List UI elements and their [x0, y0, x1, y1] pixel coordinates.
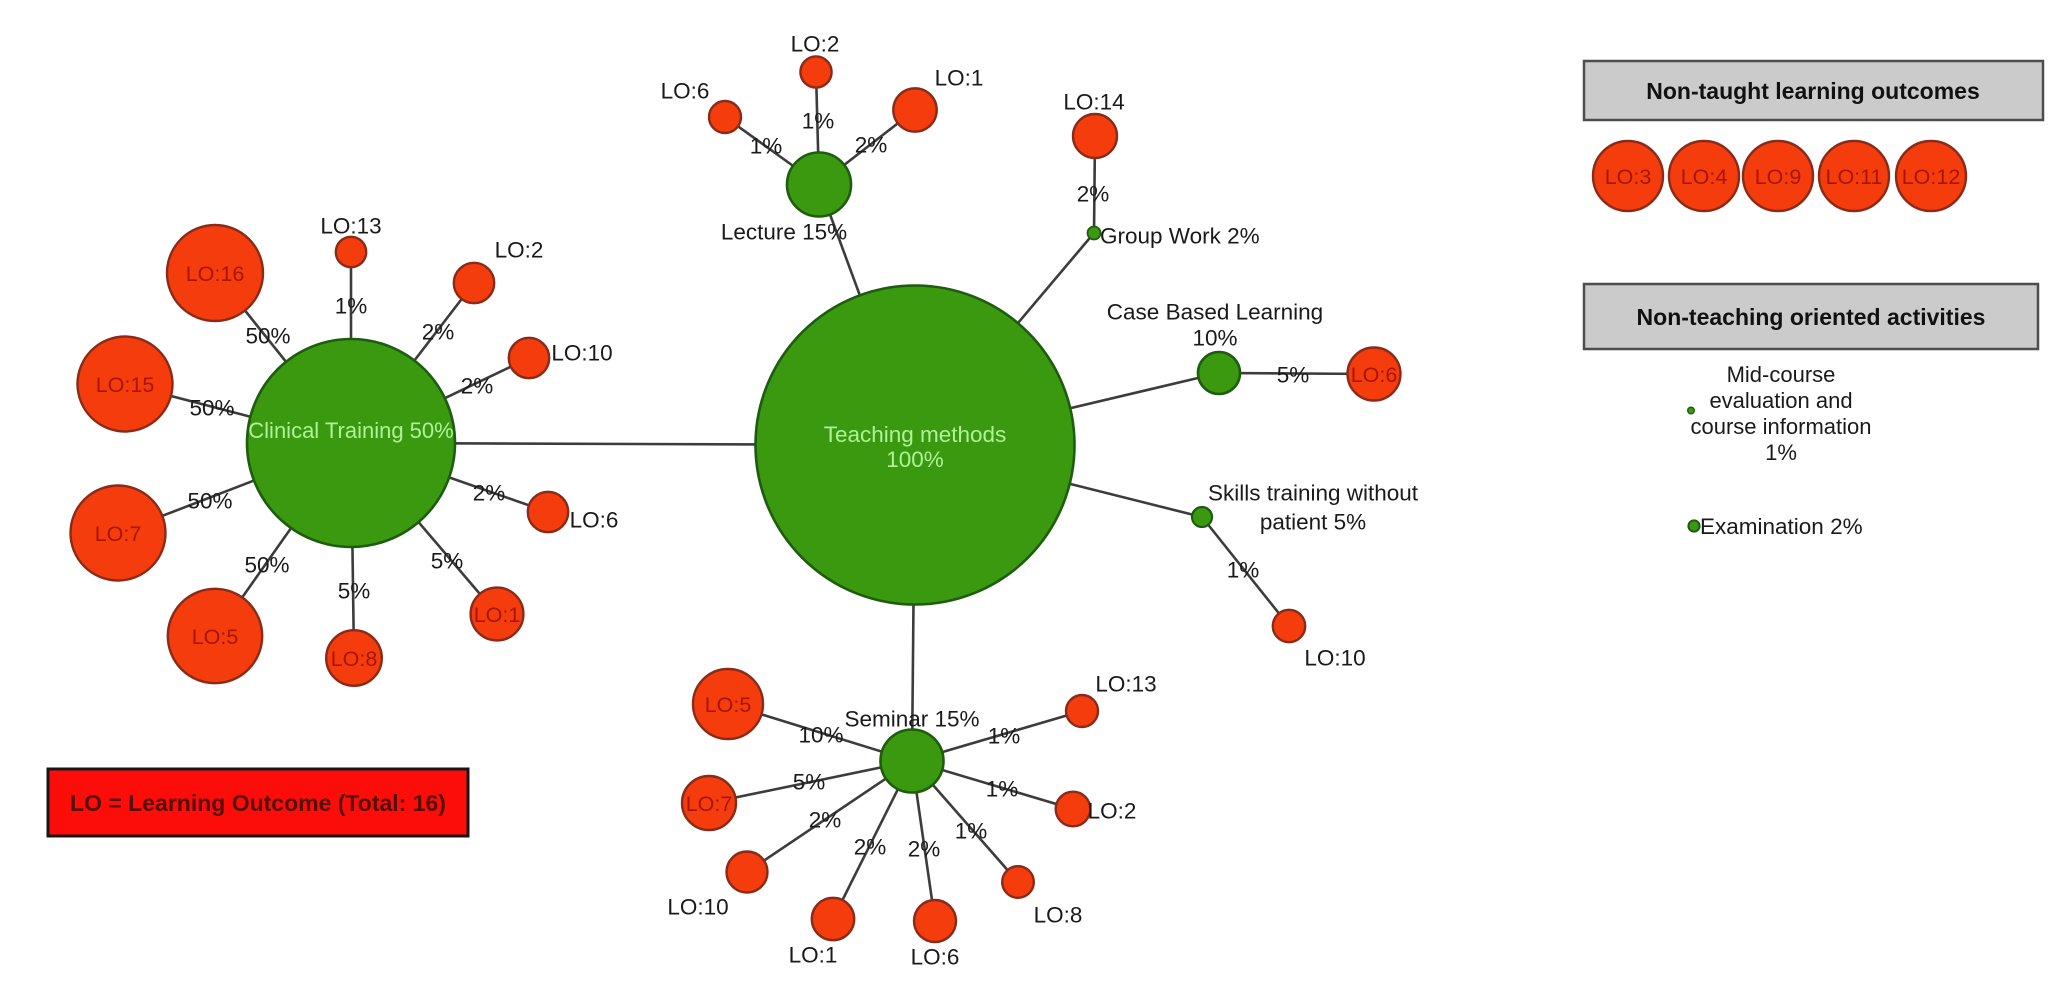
svg-text:2%: 2%	[855, 133, 888, 158]
svg-text:LO:3: LO:3	[1605, 165, 1652, 189]
svg-text:Clinical Training 50%: Clinical Training 50%	[248, 418, 453, 443]
svg-text:LO:6: LO:6	[661, 79, 710, 104]
svg-text:LO:6: LO:6	[911, 945, 960, 970]
svg-text:LO:8: LO:8	[1034, 903, 1083, 928]
svg-text:LO:4: LO:4	[1681, 165, 1728, 189]
svg-text:100%: 100%	[886, 447, 944, 472]
svg-text:5%: 5%	[1277, 363, 1310, 388]
svg-text:2%: 2%	[473, 481, 506, 506]
svg-text:LO:1: LO:1	[789, 943, 838, 968]
svg-text:1%: 1%	[335, 294, 368, 319]
svg-text:10%: 10%	[798, 723, 843, 748]
svg-text:LO:10: LO:10	[1304, 646, 1365, 671]
svg-text:LO:10: LO:10	[551, 341, 612, 366]
svg-text:1%: 1%	[988, 724, 1021, 749]
svg-text:Non-taught learning outcomes: Non-taught learning outcomes	[1646, 78, 1980, 104]
svg-text:10%: 10%	[1192, 326, 1237, 351]
svg-text:LO = Learning Outcome (Total:: LO = Learning Outcome (Total: 16)	[70, 790, 446, 816]
svg-text:1%: 1%	[986, 777, 1019, 802]
svg-text:2%: 2%	[461, 374, 494, 399]
svg-text:patient 5%: patient 5%	[1260, 510, 1366, 535]
svg-text:1%: 1%	[1765, 440, 1797, 465]
svg-text:50%: 50%	[244, 553, 289, 578]
svg-text:1%: 1%	[1227, 558, 1260, 583]
svg-text:LO:2: LO:2	[495, 238, 544, 263]
svg-text:LO:10: LO:10	[667, 895, 728, 920]
svg-text:Seminar 15%: Seminar 15%	[844, 707, 979, 732]
svg-text:50%: 50%	[245, 324, 290, 349]
svg-text:5%: 5%	[338, 579, 371, 604]
svg-text:LO:1: LO:1	[474, 603, 521, 627]
svg-text:LO:16: LO:16	[186, 262, 245, 286]
svg-text:LO:7: LO:7	[95, 522, 142, 546]
svg-text:Non-teaching oriented activiti: Non-teaching oriented activities	[1637, 304, 1986, 330]
svg-text:course information: course information	[1691, 414, 1872, 439]
svg-text:5%: 5%	[793, 770, 826, 795]
svg-text:LO:12: LO:12	[1902, 165, 1961, 189]
svg-text:50%: 50%	[189, 396, 234, 421]
svg-text:LO:6: LO:6	[1351, 363, 1398, 387]
svg-text:LO:7: LO:7	[686, 792, 733, 816]
svg-text:1%: 1%	[802, 109, 835, 134]
svg-text:LO:13: LO:13	[1095, 672, 1156, 697]
svg-text:Skills training without: Skills training without	[1208, 481, 1419, 506]
svg-text:2%: 2%	[854, 835, 887, 860]
svg-text:Mid-course: Mid-course	[1727, 362, 1836, 387]
svg-text:LO:15: LO:15	[96, 373, 155, 397]
svg-text:LO:13: LO:13	[320, 214, 381, 239]
svg-text:LO:5: LO:5	[705, 693, 752, 717]
svg-text:evaluation and: evaluation and	[1709, 388, 1852, 413]
svg-text:Examination 2%: Examination 2%	[1700, 514, 1863, 539]
svg-text:2%: 2%	[422, 320, 455, 345]
svg-text:LO:8: LO:8	[331, 647, 378, 671]
svg-text:2%: 2%	[809, 808, 842, 833]
svg-text:Group Work 2%: Group Work 2%	[1100, 224, 1260, 249]
svg-text:Case Based Learning: Case Based Learning	[1107, 300, 1323, 325]
svg-text:Lecture 15%: Lecture 15%	[721, 220, 847, 245]
svg-text:Teaching methods: Teaching methods	[824, 422, 1007, 447]
svg-text:1%: 1%	[955, 819, 988, 844]
svg-text:50%: 50%	[187, 489, 232, 514]
svg-text:2%: 2%	[908, 837, 941, 862]
svg-text:1%: 1%	[750, 134, 783, 159]
svg-text:LO:14: LO:14	[1063, 90, 1124, 115]
svg-text:5%: 5%	[431, 549, 464, 574]
svg-text:LO:6: LO:6	[570, 508, 619, 533]
svg-text:LO:11: LO:11	[1826, 165, 1883, 189]
svg-text:LO:9: LO:9	[1755, 165, 1802, 189]
svg-text:LO:1: LO:1	[935, 66, 984, 91]
svg-text:LO:2: LO:2	[1088, 799, 1137, 824]
svg-text:2%: 2%	[1077, 182, 1110, 207]
svg-text:LO:5: LO:5	[192, 625, 239, 649]
svg-text:LO:2: LO:2	[791, 32, 840, 57]
